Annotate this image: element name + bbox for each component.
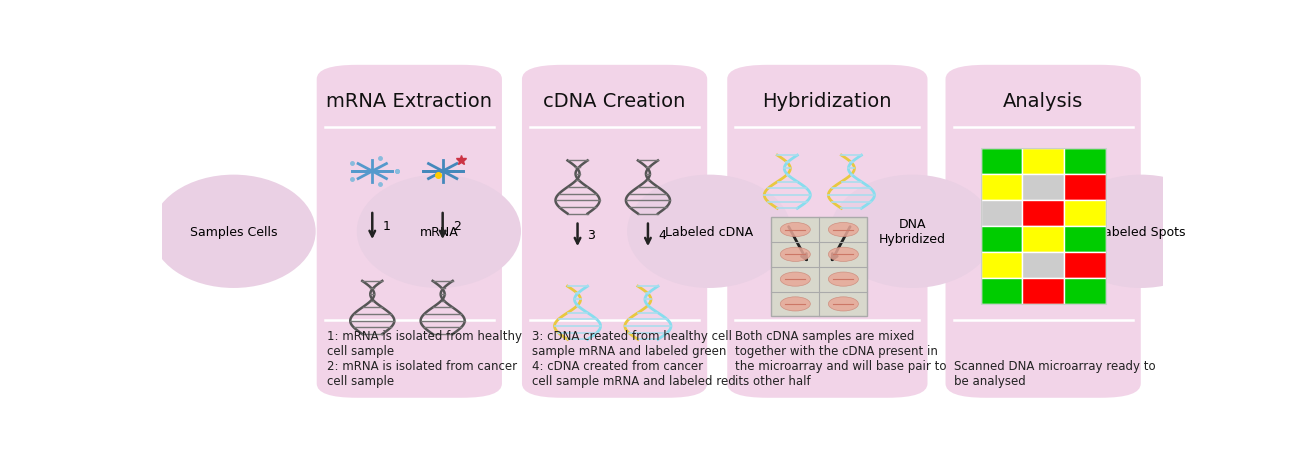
Text: mRNA: mRNA [420,225,459,238]
Bar [1065,278,1106,304]
Bar [981,252,1022,278]
Text: 3: cDNA created from healthy cell
sample mRNA and labeled green
4: cDNA created : 3: cDNA created from healthy cell sample… [532,330,735,387]
Text: mRNA Extraction: mRNA Extraction [327,91,492,111]
Ellipse shape [151,175,315,288]
Text: Labeled cDNA: Labeled cDNA [665,225,753,238]
Text: cDNA Creation: cDNA Creation [544,91,686,111]
Ellipse shape [780,248,810,262]
Ellipse shape [357,175,521,288]
Bar [981,149,1106,304]
Text: 1: mRNA is isolated from healthy
cell sample
2: mRNA is isolated from cancer
cel: 1: mRNA is isolated from healthy cell sa… [327,330,522,387]
Bar [981,278,1022,304]
FancyBboxPatch shape [522,66,707,398]
FancyBboxPatch shape [771,218,867,317]
Text: 4: 4 [658,229,665,242]
Ellipse shape [828,273,858,286]
Text: Both cDNA samples are mixed
together with the cDNA present in
the microarray and: Both cDNA samples are mixed together wit… [735,330,947,387]
Text: Samples Cells: Samples Cells [190,225,278,238]
Ellipse shape [831,175,995,288]
Bar [981,175,1022,201]
Bar [1065,201,1106,226]
Bar [1065,252,1106,278]
Bar [1065,149,1106,175]
Ellipse shape [627,175,791,288]
Bar [1022,226,1065,252]
Text: DNA
Hybridized: DNA Hybridized [879,218,946,246]
Ellipse shape [828,223,858,237]
Text: 3: 3 [588,229,596,242]
Bar [1022,252,1065,278]
Ellipse shape [1058,175,1224,288]
FancyBboxPatch shape [317,66,501,398]
Bar [1065,226,1106,252]
Bar [1065,175,1106,201]
FancyBboxPatch shape [946,66,1141,398]
Text: Analysis: Analysis [1003,91,1083,111]
Bar [1022,278,1065,304]
Bar [981,201,1022,226]
Bar [1022,175,1065,201]
Ellipse shape [828,248,858,262]
Text: Labeled Spots: Labeled Spots [1097,225,1185,238]
FancyBboxPatch shape [727,66,928,398]
Text: 2: 2 [452,220,460,233]
Text: Scanned DNA microarray ready to
be analysed: Scanned DNA microarray ready to be analy… [953,359,1155,387]
Ellipse shape [828,297,858,311]
Bar [981,149,1022,175]
Bar [1022,201,1065,226]
Ellipse shape [780,297,810,311]
Ellipse shape [780,273,810,286]
Ellipse shape [780,223,810,237]
Text: 1: 1 [382,220,390,233]
Bar [981,226,1022,252]
Text: Hybridization: Hybridization [762,91,891,111]
Bar [1022,149,1065,175]
